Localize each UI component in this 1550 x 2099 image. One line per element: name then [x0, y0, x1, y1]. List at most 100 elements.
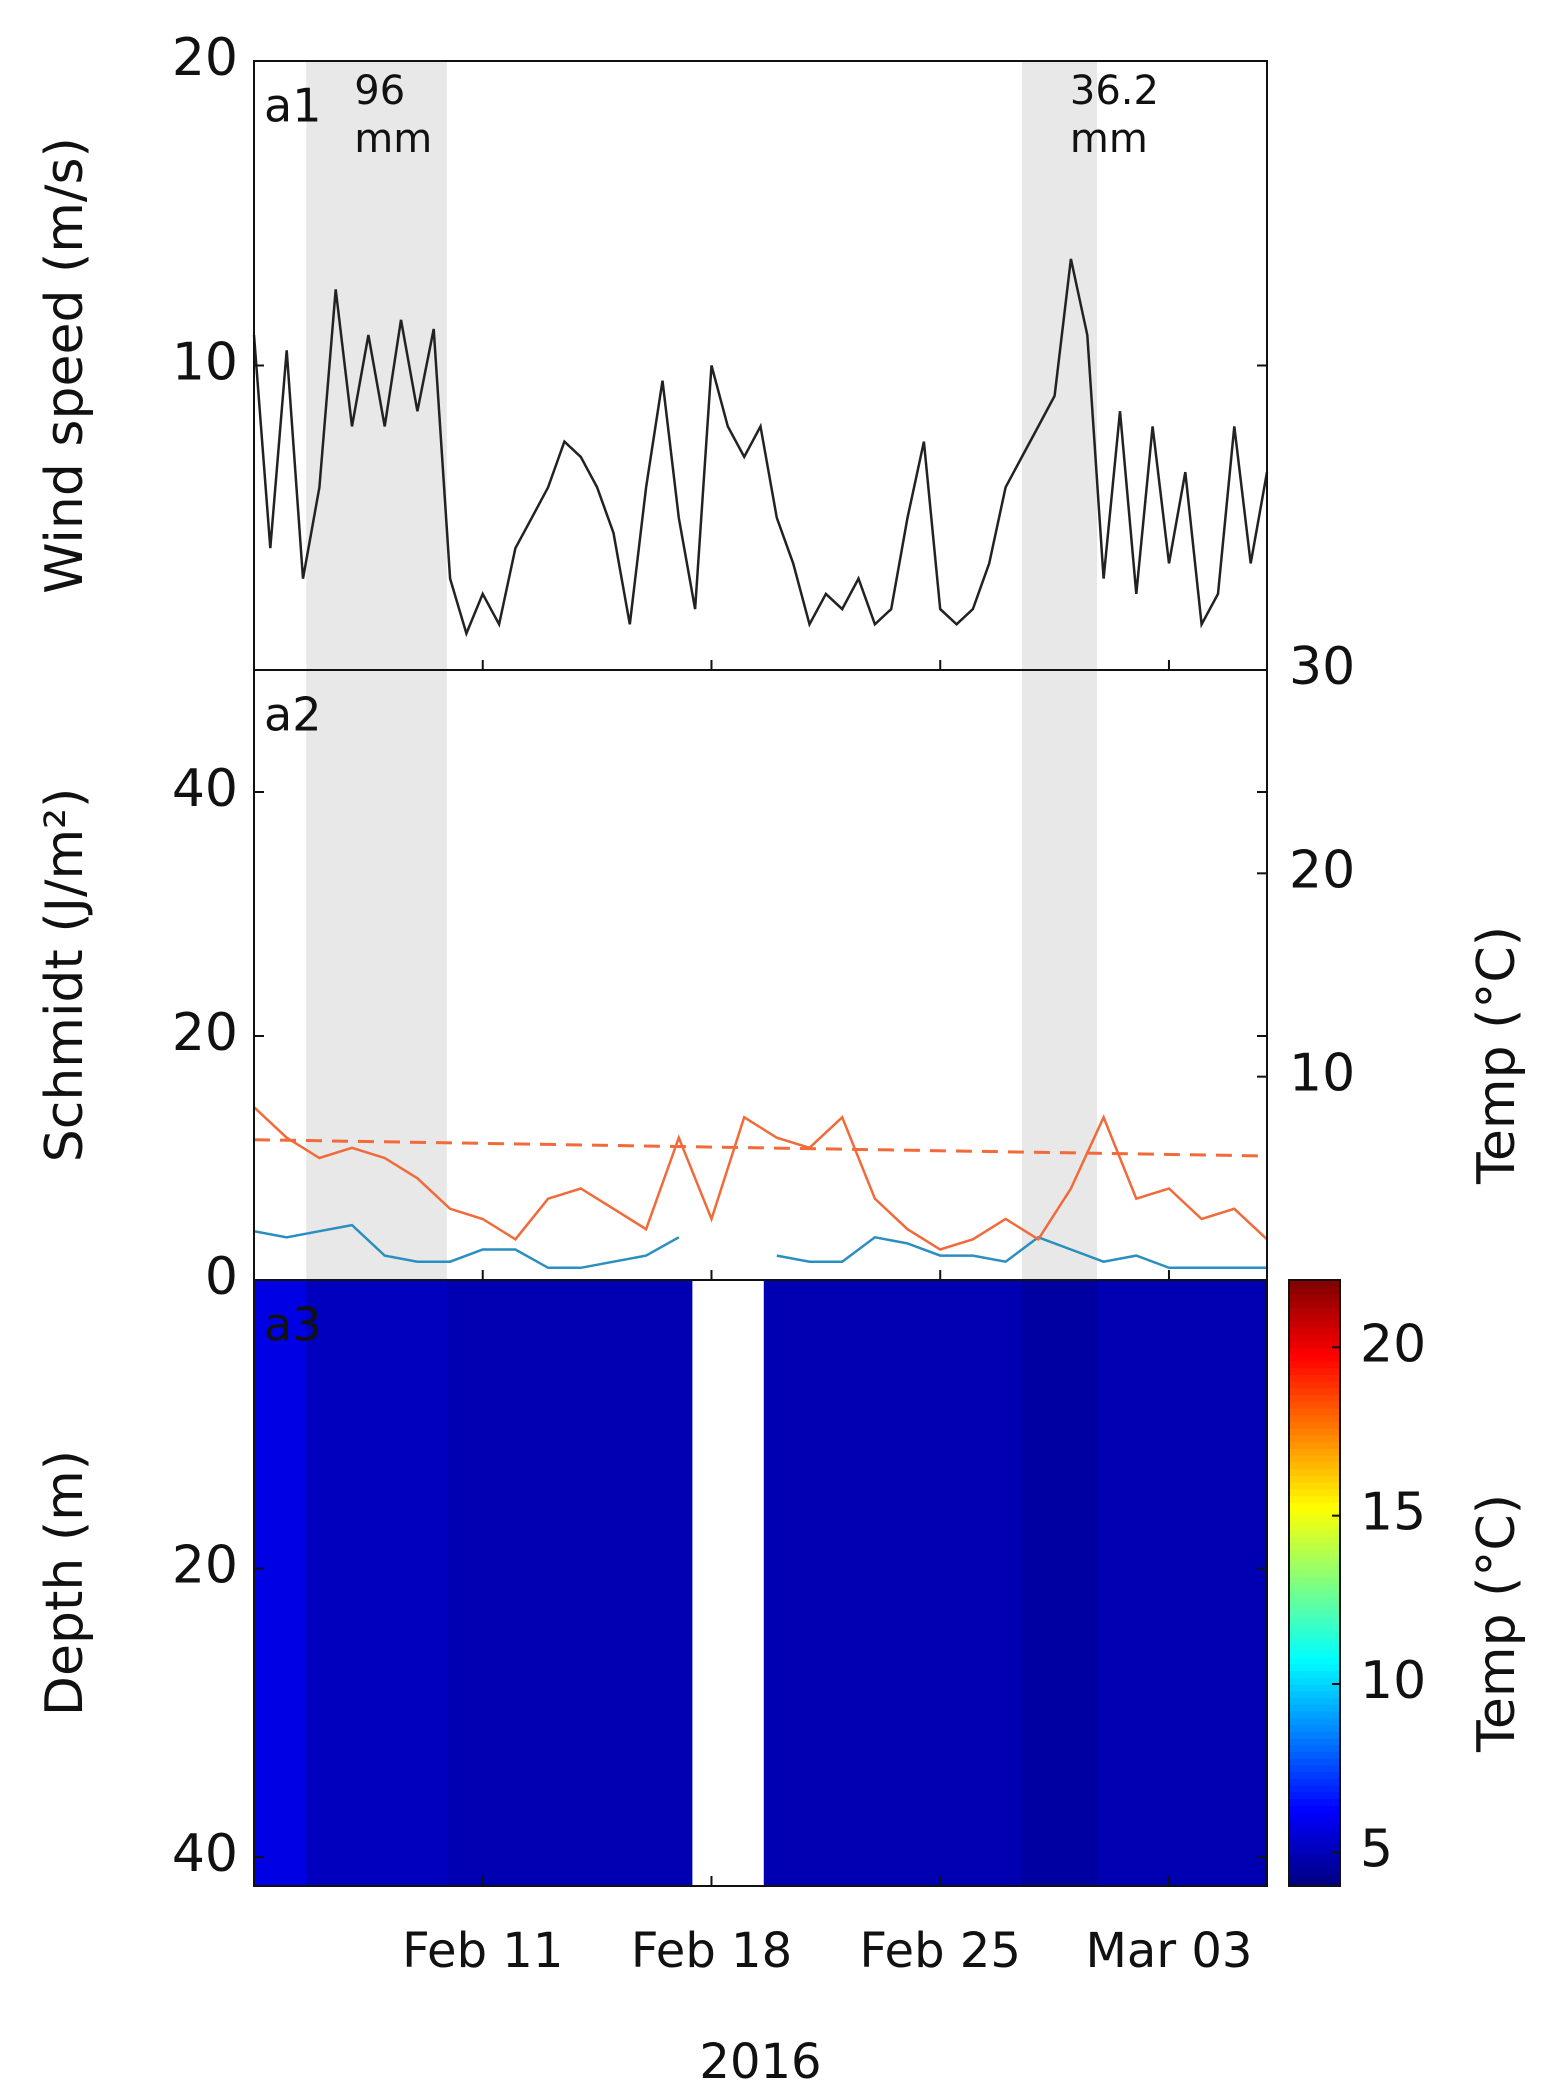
- y-tick-label: 10: [172, 333, 238, 393]
- y-tick-label: 20: [172, 1536, 238, 1596]
- panel-label: a1: [264, 79, 321, 133]
- colorbar-band: [1289, 1401, 1340, 1409]
- heat-cell: [446, 1280, 693, 1886]
- colorbar-band: [1289, 1293, 1340, 1301]
- colorbar-band: [1289, 1805, 1340, 1813]
- colorbar-band: [1289, 1623, 1340, 1631]
- rain-label: 96: [354, 68, 405, 114]
- y-tick-label: 40: [172, 759, 238, 819]
- colorbar-band: [1289, 1522, 1340, 1530]
- x-tick-label: Mar 03: [1086, 1923, 1253, 1979]
- colorbar-band: [1289, 1286, 1340, 1295]
- colorbar-band: [1289, 1751, 1340, 1759]
- colorbar-band: [1289, 1354, 1340, 1362]
- colorbar-band: [1289, 1347, 1340, 1355]
- colorbar-band: [1289, 1529, 1340, 1537]
- panel-frame: [253, 1279, 1268, 1887]
- colorbar-band: [1289, 1280, 1340, 1288]
- colorbar-band: [1289, 1704, 1340, 1712]
- colorbar-band: [1289, 1717, 1340, 1725]
- colorbar-band: [1289, 1609, 1340, 1618]
- colorbar-band: [1289, 1502, 1340, 1510]
- colorbar-band: [1289, 1569, 1340, 1577]
- heat-cell: [1021, 1280, 1098, 1886]
- colorbar-band: [1289, 1407, 1340, 1416]
- colorbar-band: [1289, 1636, 1340, 1645]
- colorbar-band: [1289, 1421, 1340, 1429]
- colorbar-band: [1289, 1313, 1340, 1321]
- colorbar-band: [1289, 1320, 1340, 1328]
- colorbar-band: [1289, 1441, 1340, 1449]
- x-axis-label: 2016: [699, 2034, 821, 2090]
- data-line: [252, 258, 1269, 638]
- colorbar-label: Temp (°C): [1467, 1494, 1527, 1753]
- colorbar-band: [1289, 1764, 1340, 1773]
- colorbar-band: [1289, 1657, 1340, 1665]
- colorbar-band: [1289, 1852, 1340, 1860]
- colorbar-band: [1289, 1367, 1340, 1375]
- colorbar-band: [1289, 1630, 1340, 1638]
- colorbar-tick-label: 5: [1360, 1819, 1393, 1879]
- colorbar-band: [1289, 1865, 1340, 1874]
- colorbar-band: [1289, 1785, 1340, 1793]
- colorbar-band: [1289, 1731, 1340, 1739]
- colorbar-band: [1289, 1650, 1340, 1658]
- colorbar-band: [1289, 1811, 1340, 1820]
- rain-label: mm: [354, 116, 432, 162]
- data-line: [253, 1106, 1268, 1251]
- colorbar-band: [1289, 1428, 1340, 1436]
- heat-cell: [254, 1280, 307, 1886]
- y-tick-label: 20: [172, 1003, 238, 1063]
- x-tick-label: Feb 11: [402, 1923, 563, 1979]
- colorbar-band: [1289, 1583, 1340, 1591]
- colorbar-band: [1289, 1825, 1340, 1833]
- colorbar-band: [1289, 1859, 1340, 1867]
- colorbar-band: [1289, 1340, 1340, 1348]
- colorbar-band: [1289, 1832, 1340, 1840]
- x-tick-label: Feb 25: [860, 1923, 1021, 1979]
- colorbar-band: [1289, 1535, 1340, 1544]
- colorbar-band: [1289, 1670, 1340, 1678]
- colorbar-band: [1289, 1434, 1340, 1443]
- y2-tick-label: 30: [1289, 637, 1355, 697]
- colorbar-tick-label: 15: [1360, 1483, 1426, 1543]
- panel-label: a3: [264, 1298, 321, 1352]
- x-tick-label: Feb 18: [631, 1923, 792, 1979]
- colorbar-band: [1289, 1306, 1340, 1315]
- colorbar-band: [1289, 1710, 1340, 1719]
- colorbar-band: [1289, 1791, 1340, 1800]
- y2-axis-label: Temp (°C): [1467, 926, 1527, 1185]
- colorbar-band: [1289, 1872, 1340, 1880]
- colorbar-frame: [1288, 1279, 1341, 1887]
- colorbar-band: [1289, 1724, 1340, 1732]
- y-tick-label: 40: [172, 1824, 238, 1884]
- colorbar-band: [1289, 1562, 1340, 1571]
- y-axis-label: Schmidt (J/m²): [35, 788, 95, 1163]
- rain-label: 36.2: [1070, 68, 1159, 114]
- colorbar-band: [1289, 1589, 1340, 1598]
- colorbar-band: [1289, 1468, 1340, 1476]
- colorbar-band: [1289, 1327, 1340, 1335]
- colorbar-band: [1289, 1737, 1340, 1746]
- colorbar-band: [1289, 1515, 1340, 1523]
- colorbar-band: [1289, 1643, 1340, 1651]
- y2-tick-label: 10: [1289, 1044, 1355, 1104]
- colorbar-band: [1289, 1818, 1340, 1826]
- y-axis-label: Depth (m): [35, 1450, 95, 1716]
- colorbar-band: [1289, 1542, 1340, 1550]
- colorbar-band: [1289, 1360, 1340, 1369]
- colorbar-band: [1289, 1771, 1340, 1779]
- colorbar-band: [1289, 1697, 1340, 1705]
- colorbar-band: [1289, 1414, 1340, 1422]
- colorbar-band: [1289, 1616, 1340, 1624]
- data-line: [253, 1138, 1268, 1158]
- colorbar-band: [1289, 1845, 1340, 1853]
- colorbar-band: [1289, 1778, 1340, 1786]
- y-tick-label: 0: [205, 1247, 238, 1307]
- colorbar-band: [1289, 1387, 1340, 1396]
- colorbar-band: [1289, 1475, 1340, 1483]
- colorbar-band: [1289, 1300, 1340, 1308]
- heat-cell: [306, 1280, 448, 1886]
- colorbar-band: [1289, 1576, 1340, 1584]
- colorbar-band: [1289, 1603, 1340, 1611]
